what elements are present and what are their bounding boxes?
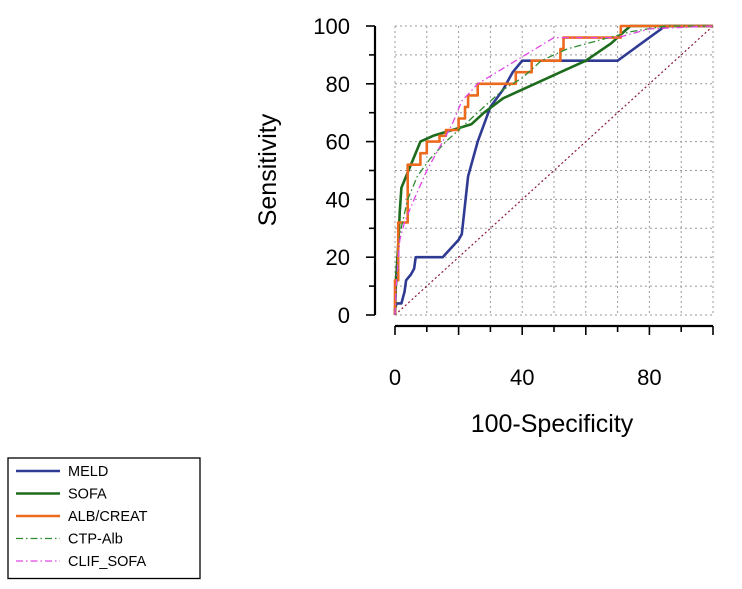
legend-label: ALB/CREAT: [68, 509, 148, 525]
x-axis-title: 100-Specificity: [471, 410, 634, 438]
series-layer: [393, 24, 714, 316]
y-tick-label: 0: [338, 303, 350, 328]
grid: [394, 25, 714, 316]
x-tick-label: 40: [510, 365, 534, 390]
y-tick-label: 100: [313, 14, 350, 39]
y-axis-title: Sensitivity: [254, 113, 282, 226]
legend-label: MELD: [68, 464, 108, 480]
legend-box: [7, 457, 201, 580]
y-tick-label: 60: [326, 130, 350, 155]
legend-label: SOFA: [68, 487, 107, 503]
x-ticks: 0 40 80: [389, 326, 714, 390]
x-tick-label: 0: [389, 365, 401, 390]
y-tick-label: 80: [326, 72, 350, 97]
y-ticks: 0 20 40 60 80 100: [313, 14, 375, 328]
y-tick-label: 40: [326, 187, 350, 212]
legend-label: CLIF_SOFA: [68, 554, 146, 570]
x-tick-label: 80: [637, 365, 661, 390]
series-line-alb-creat: [393, 24, 713, 315]
legend: MELD SOFA ALB/CREAT CTP-Alb CLIF_SOFA: [7, 457, 201, 580]
y-tick-label: 20: [326, 245, 350, 270]
series-line-clif-sofa: [394, 25, 714, 316]
axes: [373, 26, 713, 328]
legend-label: CTP-Alb: [68, 532, 123, 548]
